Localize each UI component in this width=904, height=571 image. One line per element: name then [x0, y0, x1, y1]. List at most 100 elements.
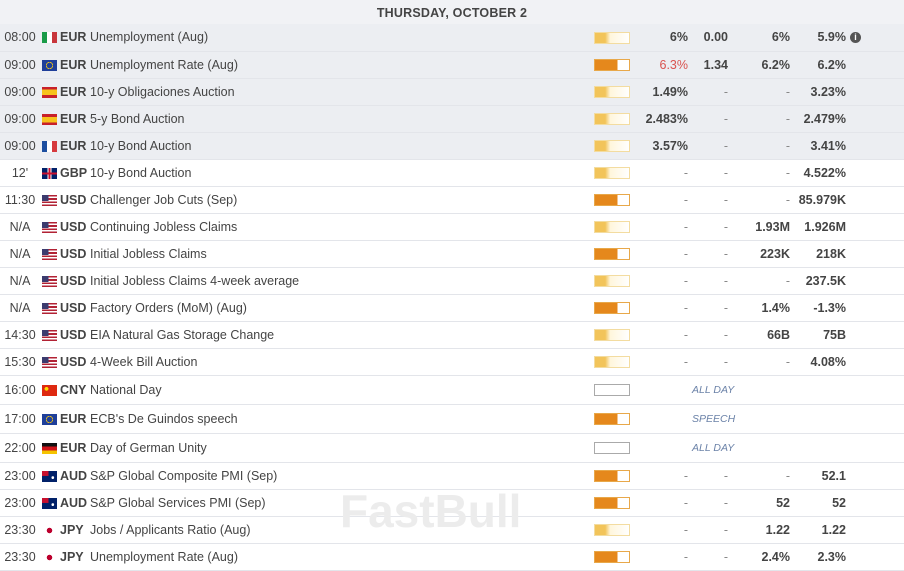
event-row[interactable]: N/A USD Factory Orders (MoM) (Aug) - - 1.4…: [0, 294, 904, 321]
event-name[interactable]: Jobs / Applicants Ratio (Aug): [90, 522, 251, 537]
day-header: THURSDAY, OCTOBER 2: [0, 0, 904, 24]
previous-value: 3.23%: [810, 84, 846, 99]
event-name[interactable]: Unemployment Rate (Aug): [90, 549, 238, 564]
forecast-value: -: [785, 273, 790, 288]
previous-value: 85.979K: [798, 192, 846, 207]
event-row[interactable]: N/A USD Initial Jobless Claims - - 223K 218…: [0, 240, 904, 267]
deviation-value: -: [723, 246, 728, 261]
event-row[interactable]: 08:00 EUR Unemployment (Aug) 6% 0.00 6% 5.9…: [0, 24, 904, 51]
previous-value: 2.479%: [803, 111, 846, 126]
event-time: N/A: [9, 246, 31, 261]
event-name[interactable]: ECB's De Guindos speech: [90, 411, 238, 426]
forecast-value: 1.22: [765, 522, 790, 537]
event-name[interactable]: 4-Week Bill Auction: [90, 354, 198, 369]
event-row[interactable]: 12' GBP 10-y Bond Auction - - -4.522%: [0, 159, 904, 186]
deviation-value: -: [723, 327, 728, 342]
importance-low-indicator: [594, 356, 630, 369]
previous-value: 52.1: [821, 468, 846, 483]
currency: EUR: [60, 57, 87, 72]
event-time: 09:00: [4, 84, 36, 99]
spain-flag-icon: [42, 113, 57, 125]
event-row[interactable]: 09:00 EUR 5-y Bond Auction 2.483% - -2.479…: [0, 105, 904, 132]
actual-value: -: [683, 354, 688, 369]
event-name[interactable]: S&P Global Services PMI (Sep): [90, 495, 266, 510]
forecast-value: 6.2%: [761, 57, 791, 72]
deviation-value: -: [723, 549, 728, 564]
event-name[interactable]: Unemployment Rate (Aug): [90, 57, 238, 72]
event-row[interactable]: 23:00 AUD S&P Global Services PMI (Sep) …: [0, 489, 904, 516]
deviation-value: -: [723, 165, 728, 180]
event-row[interactable]: 17:00 EUR ECB's De Guindos speech SPEECH: [0, 404, 904, 433]
event-row[interactable]: N/A USD Initial Jobless Claims 4-week av…: [0, 267, 904, 294]
event-row[interactable]: 23:30 JPY Jobs / Applicants Ratio (Aug) …: [0, 516, 904, 543]
us-flag-icon: [42, 221, 57, 233]
event-row[interactable]: 22:00 EUR Day of German Unity ALL DAY: [0, 433, 904, 462]
event-name[interactable]: Initial Jobless Claims 4-week average: [90, 273, 300, 288]
event-row[interactable]: 23:30 JPY Unemployment Rate (Aug) - - 2.4%…: [0, 543, 904, 570]
importance-medium-indicator: [594, 413, 630, 426]
event-name[interactable]: 10-y Obligaciones Auction: [90, 84, 235, 99]
event-time: 09:00: [4, 57, 36, 72]
actual-value: -: [683, 468, 688, 483]
previous-value: 6.2%: [817, 57, 847, 72]
previous-value: 1.926M: [804, 219, 846, 234]
previous-value: 75B: [823, 327, 846, 342]
uk-flag-icon: [42, 167, 57, 179]
event-time: N/A: [9, 300, 31, 315]
actual-value: -: [683, 273, 688, 288]
actual-value: -: [683, 300, 688, 315]
event-row[interactable]: 15:30 USD 4-Week Bill Auction - - - 4.08%: [0, 348, 904, 375]
event-name[interactable]: S&P Global Composite PMI (Sep): [90, 468, 278, 483]
deviation-value: -: [723, 138, 728, 153]
event-row[interactable]: 23:00 AUD S&P Global Composite PMI (Sep)…: [0, 462, 904, 489]
event-row[interactable]: 16:00 CNY National Day ALL DAY: [0, 375, 904, 404]
event-row[interactable]: 14:30 USD EIA Natural Gas Storage Change…: [0, 321, 904, 348]
importance-low-indicator: [594, 113, 630, 126]
event-name[interactable]: Challenger Job Cuts (Sep): [90, 192, 238, 207]
event-name[interactable]: Unemployment (Aug): [90, 30, 209, 45]
importance-low-indicator: [594, 31, 630, 44]
actual-value: 2.483%: [645, 111, 688, 126]
event-row[interactable]: 11:30 USD Challenger Job Cuts (Sep) ---8…: [0, 186, 904, 213]
event-row[interactable]: 09:00 EUR Unemployment Rate (Aug) 6.3% 1.…: [0, 51, 904, 78]
deviation-value: -: [723, 354, 728, 369]
forecast-value: -: [785, 138, 790, 153]
currency: AUD: [60, 495, 88, 510]
actual-value: -: [683, 549, 688, 564]
us-flag-icon: [42, 248, 57, 260]
previous-value: 3.41%: [810, 138, 846, 153]
importance-low-indicator: [594, 275, 630, 288]
france-flag-icon: [42, 140, 57, 152]
italy-flag-icon: [42, 32, 57, 44]
us-flag-icon: [42, 275, 57, 287]
actual-value: 1.49%: [652, 84, 688, 99]
importance-low-indicator: [594, 167, 630, 180]
forecast-value: 52: [776, 495, 790, 510]
event-name[interactable]: Continuing Jobless Claims: [90, 219, 238, 234]
event-name[interactable]: 10-y Bond Auction: [90, 138, 192, 153]
previous-value: 2.3%: [817, 549, 847, 564]
previous-value: 4.522%: [803, 165, 846, 180]
previous-value: 4.08%: [810, 354, 846, 369]
info-icon[interactable]: i: [850, 32, 861, 44]
event-name[interactable]: EIA Natural Gas Storage Change: [90, 327, 275, 342]
actual-value: -: [683, 165, 688, 180]
currency: CNY: [60, 382, 87, 397]
currency: AUD: [60, 468, 88, 483]
event-row[interactable]: N/A USD Continuing Jobless Claims - - 1.93…: [0, 213, 904, 240]
event-name[interactable]: Initial Jobless Claims: [90, 246, 207, 261]
event-name[interactable]: National Day: [90, 382, 162, 397]
event-row[interactable]: 09:00 EUR 10-y Bond Auction 3.57% - - 3.41%: [0, 132, 904, 159]
event-name[interactable]: Day of German Unity: [90, 440, 207, 455]
event-name[interactable]: 5-y Bond Auction: [90, 111, 185, 126]
event-time: N/A: [9, 273, 31, 288]
forecast-value: 6%: [771, 30, 790, 45]
event-name[interactable]: 10-y Bond Auction: [90, 165, 192, 180]
us-flag-icon: [42, 329, 57, 341]
event-name[interactable]: Factory Orders (MoM) (Aug): [90, 300, 247, 315]
event-row[interactable]: 09:00 EUR 10-y Obligaciones Auction 1.49…: [0, 78, 904, 105]
currency: USD: [60, 354, 87, 369]
currency: EUR: [60, 411, 87, 426]
importance-low-indicator: [594, 524, 630, 537]
forecast-value: 1.93M: [755, 219, 790, 234]
